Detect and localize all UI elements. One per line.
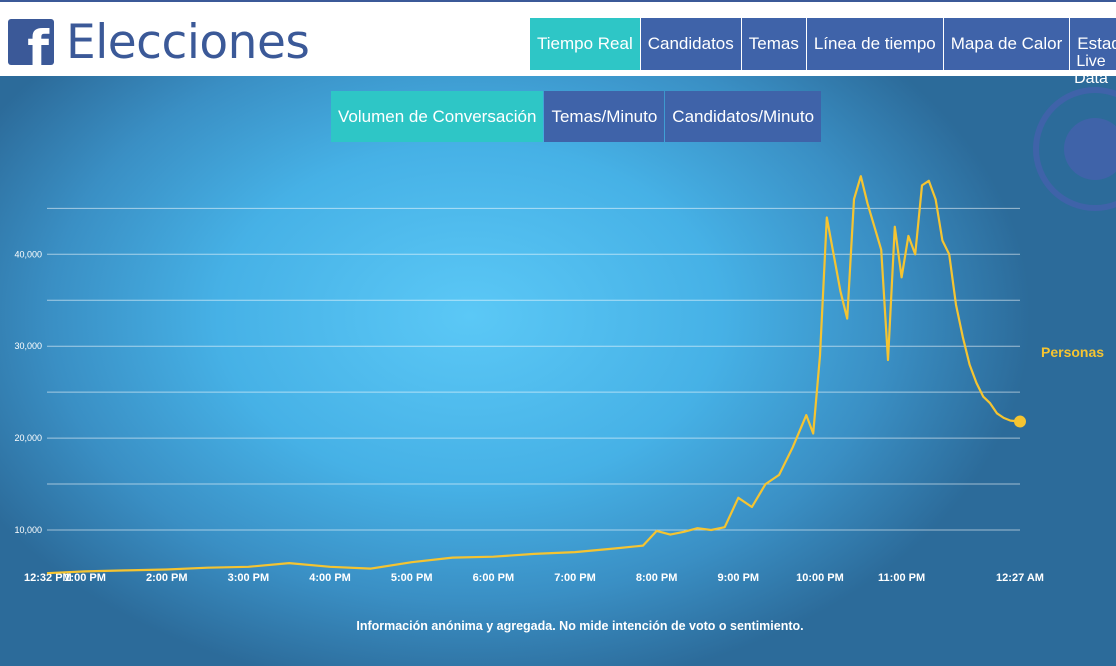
tab-tiempo-real[interactable]: Tiempo Real xyxy=(530,18,640,70)
tab-mapa-de-calor[interactable]: Mapa de Calor xyxy=(943,18,1070,70)
tab-temas[interactable]: Temas xyxy=(741,18,806,70)
tab-estados[interactable]: Estados xyxy=(1070,18,1116,70)
x-tick-label: 7:00 PM xyxy=(554,572,596,584)
legend-personas: Personas xyxy=(1041,344,1104,360)
conversation-volume-chart: 10,000 20,000 30,000 40,000 12:32 PM1:00 PM 2… xyxy=(14,175,1104,584)
main-nav: Tiempo Real Candidatos Temas Línea de tiemp… xyxy=(530,18,1116,70)
live-data-label: Live Data xyxy=(1068,53,1114,87)
x-tick-label: 2:00 PM xyxy=(146,572,188,584)
x-tick-label: 10:00 PM xyxy=(796,572,844,584)
live-line-2: Data xyxy=(1074,70,1108,87)
y-tick-label: 10,000 xyxy=(14,525,42,535)
subtab-candidatos-minuto[interactable]: Candidatos/Minuto xyxy=(665,91,822,142)
footnote: Información anónima y agregada. No mide … xyxy=(356,619,804,633)
x-tick-label: 8:00 PM xyxy=(636,572,678,584)
y-tick-label: 40,000 xyxy=(14,249,42,259)
facebook-logo-icon[interactable]: f xyxy=(8,19,54,65)
top-bar: f Elecciones Tiempo Real Candidatos Temas L… xyxy=(0,0,1116,76)
x-tick-label: 5:00 PM xyxy=(391,572,433,584)
live-data-circle xyxy=(1064,118,1116,180)
x-tick-label: 12:32 PM xyxy=(24,572,72,584)
x-tick-label: 1:00 PM xyxy=(64,572,106,584)
tab-candidatos[interactable]: Candidatos xyxy=(640,18,741,70)
x-tick-label: 6:00 PM xyxy=(473,572,515,584)
x-tick-label: 12:27 AM xyxy=(996,572,1044,584)
tab-línea-de-tiempo[interactable]: Línea de tiempo xyxy=(806,18,943,70)
live-line-1: Live xyxy=(1076,53,1106,70)
series-end-point xyxy=(1014,415,1026,428)
y-tick-label: 20,000 xyxy=(14,433,42,443)
y-tick-label: 30,000 xyxy=(14,341,42,351)
view-tabs: Volumen de Conversación Temas/Minuto Candi… xyxy=(331,91,822,142)
x-tick-label: 9:00 PM xyxy=(718,572,760,584)
series-line-personas xyxy=(46,175,1021,575)
x-tick-label: 3:00 PM xyxy=(228,572,270,584)
x-tick-label: 4:00 PM xyxy=(309,572,351,584)
subtab-volumen-de-conversación[interactable]: Volumen de Conversación xyxy=(331,91,544,142)
subtab-temas-minuto[interactable]: Temas/Minuto xyxy=(544,91,665,142)
x-tick-label: 11:00 PM xyxy=(878,572,925,584)
app-title: Elecciones xyxy=(66,15,310,70)
live-data-badge[interactable] xyxy=(1033,87,1116,211)
